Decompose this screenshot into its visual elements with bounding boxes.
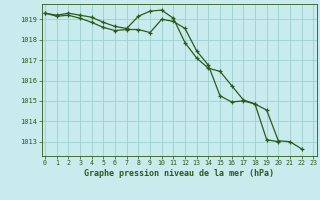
X-axis label: Graphe pression niveau de la mer (hPa): Graphe pression niveau de la mer (hPa) bbox=[84, 169, 274, 178]
